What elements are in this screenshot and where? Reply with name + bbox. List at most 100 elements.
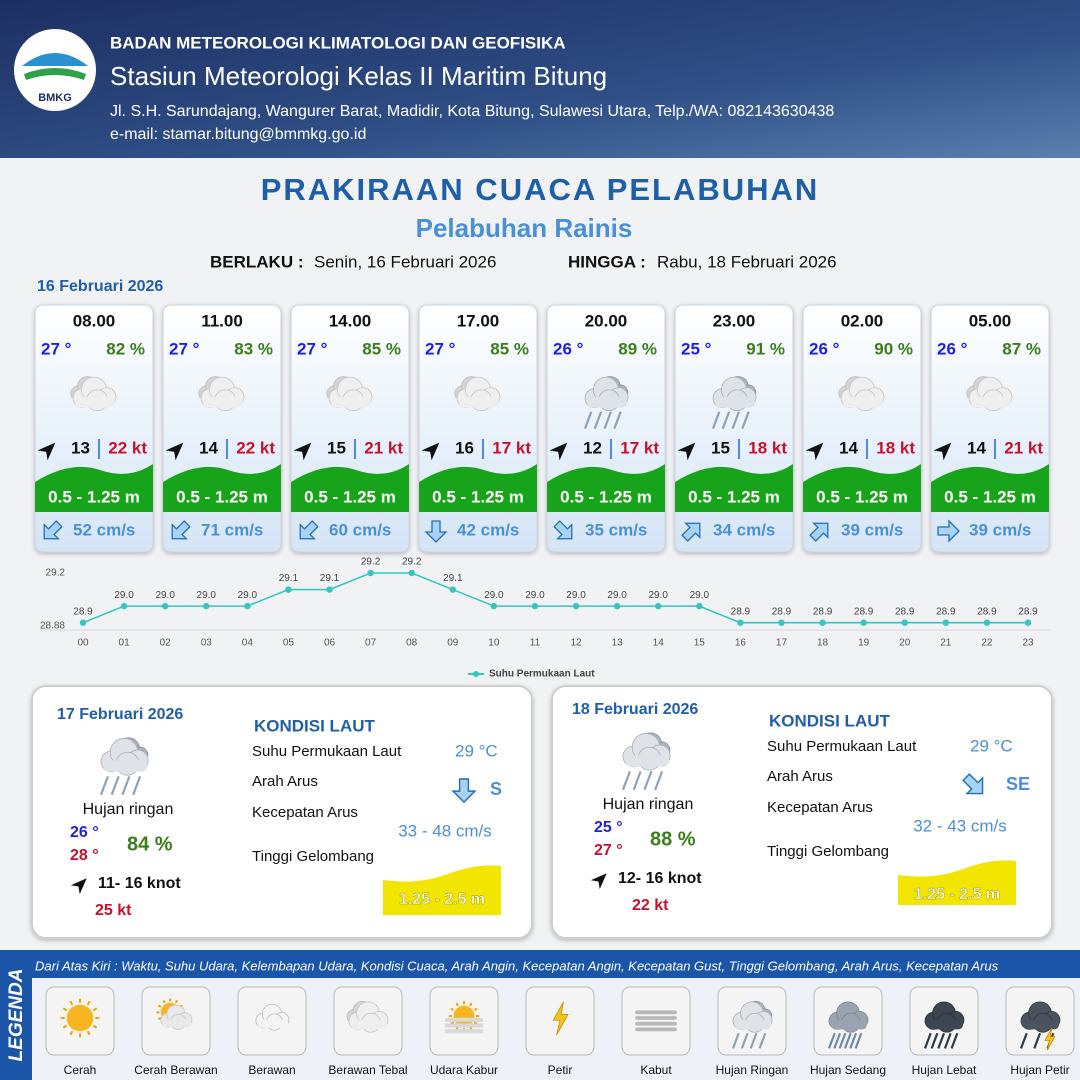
icon-shape	[69, 1000, 74, 1006]
x-tick-label: 09	[447, 638, 459, 649]
icon-shape	[162, 999, 166, 1004]
value-label: 29.0	[690, 590, 710, 601]
x-tick-label: 23	[1022, 638, 1034, 649]
icon-shape	[469, 1002, 473, 1007]
legend-label: Suhu Permukaan Laut	[489, 669, 595, 680]
air-temp: 27 °	[169, 339, 200, 358]
icon-shape	[99, 776, 109, 796]
y-tick-label: 29.2	[46, 568, 66, 579]
wave-height: 0.5 - 1.25 m	[816, 487, 908, 506]
x-tick-label: 01	[119, 638, 131, 649]
valid-from-label: BERLAKU :	[210, 252, 304, 271]
icon-shape	[731, 1032, 740, 1049]
icon-shape	[445, 1029, 483, 1034]
humidity: 87 %	[1002, 339, 1041, 358]
gust: 21 kt	[1004, 438, 1043, 457]
icon-shape	[833, 1032, 842, 1049]
temp-max: 28 °	[70, 847, 99, 864]
current-arrow	[171, 520, 191, 540]
humidity: 89 %	[618, 339, 657, 358]
email: e-mail: stamar.bitung@bmmkg.go.id	[110, 126, 366, 143]
value-label: 28.9	[977, 606, 997, 617]
legend-item: Petir	[548, 1063, 573, 1077]
icon-shape	[103, 760, 147, 772]
title: PRAKIRAAN CUACA PELABUHAN	[261, 172, 820, 207]
sst-point	[613, 602, 621, 610]
wind-arrow	[165, 442, 184, 461]
weather-icon	[346, 1000, 389, 1033]
icon-shape	[62, 1007, 68, 1012]
gust: 21 kt	[364, 438, 403, 457]
icon-shape	[583, 411, 593, 429]
icon-shape	[613, 411, 622, 429]
x-tick-label: 16	[735, 638, 747, 649]
current-arrow	[299, 520, 319, 540]
day-date: 18 Februari 2026	[572, 701, 698, 718]
current-speed: 34 cm/s	[713, 520, 775, 539]
weather-icon	[198, 376, 245, 412]
wave-height: 0.5 - 1.25 m	[176, 487, 268, 506]
value-label: 29.1	[279, 573, 299, 584]
icon-shape	[350, 1019, 387, 1030]
legend-swatch	[473, 671, 479, 677]
legend-item: Hujan Ringan	[716, 1063, 789, 1077]
wind-speed: 16	[455, 438, 474, 457]
value-label: 29.2	[402, 557, 422, 568]
value-label: 29.0	[484, 590, 504, 601]
icon-shape	[741, 411, 750, 429]
logo-text: BMKG	[38, 92, 72, 104]
icon-shape	[971, 397, 1011, 408]
wave-height: 0.5 - 1.25 m	[560, 487, 652, 506]
value-label: 29.0	[525, 590, 545, 601]
wave-band	[35, 464, 153, 512]
sst-point	[203, 602, 210, 610]
current-speed: 60 cm/s	[329, 520, 391, 539]
sst-point	[367, 569, 374, 577]
sst-point	[860, 619, 867, 626]
address: Jl. S.H. Sarundajang, Wangurer Barat, Ma…	[110, 103, 834, 120]
x-tick-label: 10	[488, 638, 500, 649]
day1-date: 16 Februari 2026	[37, 278, 163, 295]
weather-icon	[1019, 1001, 1061, 1051]
humidity: 85 %	[362, 339, 401, 358]
icon-shape	[110, 776, 120, 796]
icon-shape	[926, 1019, 963, 1030]
time: 02.00	[841, 311, 884, 330]
sst-point	[655, 602, 662, 610]
icon-shape	[830, 1019, 867, 1030]
section-title: KONDISI LAUT	[254, 716, 376, 735]
sst-point	[120, 602, 128, 610]
icon-shape	[473, 1007, 478, 1011]
sea-label: Tinggi Gelombang	[252, 848, 374, 865]
x-tick-label: 19	[858, 638, 870, 649]
value-label: 29.0	[155, 590, 175, 601]
wave-height: 0.5 - 1.25 m	[48, 487, 140, 506]
current-arrow	[937, 519, 960, 543]
legend-item: Cerah	[64, 1063, 97, 1077]
icon-shape	[1022, 1019, 1059, 1030]
time: 20.00	[585, 311, 628, 330]
weather-icon	[445, 1000, 483, 1034]
wave-band	[547, 464, 665, 512]
wind-speed: 12	[583, 438, 602, 457]
value-label: 28.9	[731, 606, 751, 617]
valid-from: Senin, 16 Februari 2026	[314, 252, 496, 271]
current-arrow	[681, 522, 701, 542]
icon-shape	[603, 411, 612, 429]
wind-speed: 14	[967, 438, 986, 457]
icon-shape	[635, 1016, 677, 1020]
icon-shape	[625, 755, 669, 767]
wave-band	[803, 464, 921, 512]
air-temp: 25 °	[681, 339, 712, 358]
wave-band	[291, 464, 409, 512]
humidity: 85 %	[490, 339, 529, 358]
sst-point	[696, 602, 703, 610]
sea-label: Arah Arus	[252, 773, 318, 790]
value-label: 28.9	[73, 606, 93, 617]
icon-shape	[843, 397, 883, 408]
icon-shape	[62, 1024, 68, 1029]
icon-shape	[174, 999, 179, 1004]
sst-point	[490, 602, 498, 610]
icon-shape	[450, 1007, 455, 1011]
